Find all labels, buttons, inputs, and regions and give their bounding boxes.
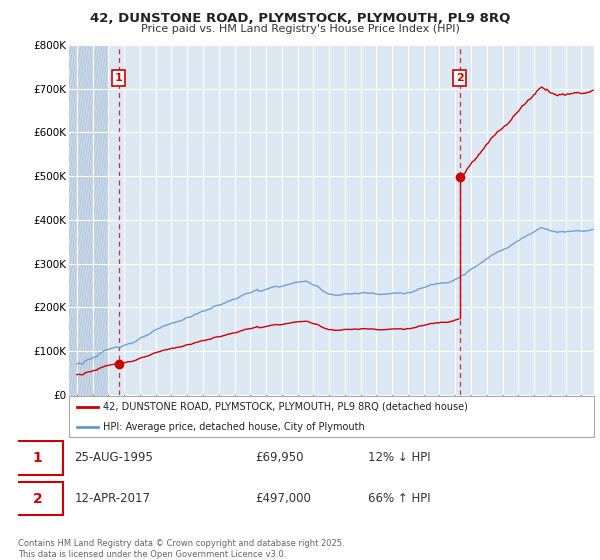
Text: £69,950: £69,950 <box>255 451 304 464</box>
Text: 66% ↑ HPI: 66% ↑ HPI <box>368 492 430 505</box>
FancyBboxPatch shape <box>13 482 63 515</box>
Text: 12% ↓ HPI: 12% ↓ HPI <box>368 451 430 464</box>
Text: Price paid vs. HM Land Registry's House Price Index (HPI): Price paid vs. HM Land Registry's House … <box>140 24 460 34</box>
Text: 12-APR-2017: 12-APR-2017 <box>74 492 151 505</box>
FancyBboxPatch shape <box>69 396 594 437</box>
FancyBboxPatch shape <box>13 441 63 474</box>
Text: 1: 1 <box>115 73 122 83</box>
Text: 42, DUNSTONE ROAD, PLYMSTOCK, PLYMOUTH, PL9 8RQ: 42, DUNSTONE ROAD, PLYMSTOCK, PLYMOUTH, … <box>90 12 510 25</box>
Text: £497,000: £497,000 <box>255 492 311 505</box>
Text: HPI: Average price, detached house, City of Plymouth: HPI: Average price, detached house, City… <box>103 422 365 432</box>
Text: 2: 2 <box>33 492 43 506</box>
Text: 1: 1 <box>33 451 43 465</box>
Text: 2: 2 <box>456 73 464 83</box>
Text: Contains HM Land Registry data © Crown copyright and database right 2025.
This d: Contains HM Land Registry data © Crown c… <box>18 539 344 559</box>
Text: 25-AUG-1995: 25-AUG-1995 <box>74 451 153 464</box>
Text: 42, DUNSTONE ROAD, PLYMSTOCK, PLYMOUTH, PL9 8RQ (detached house): 42, DUNSTONE ROAD, PLYMSTOCK, PLYMOUTH, … <box>103 402 468 412</box>
